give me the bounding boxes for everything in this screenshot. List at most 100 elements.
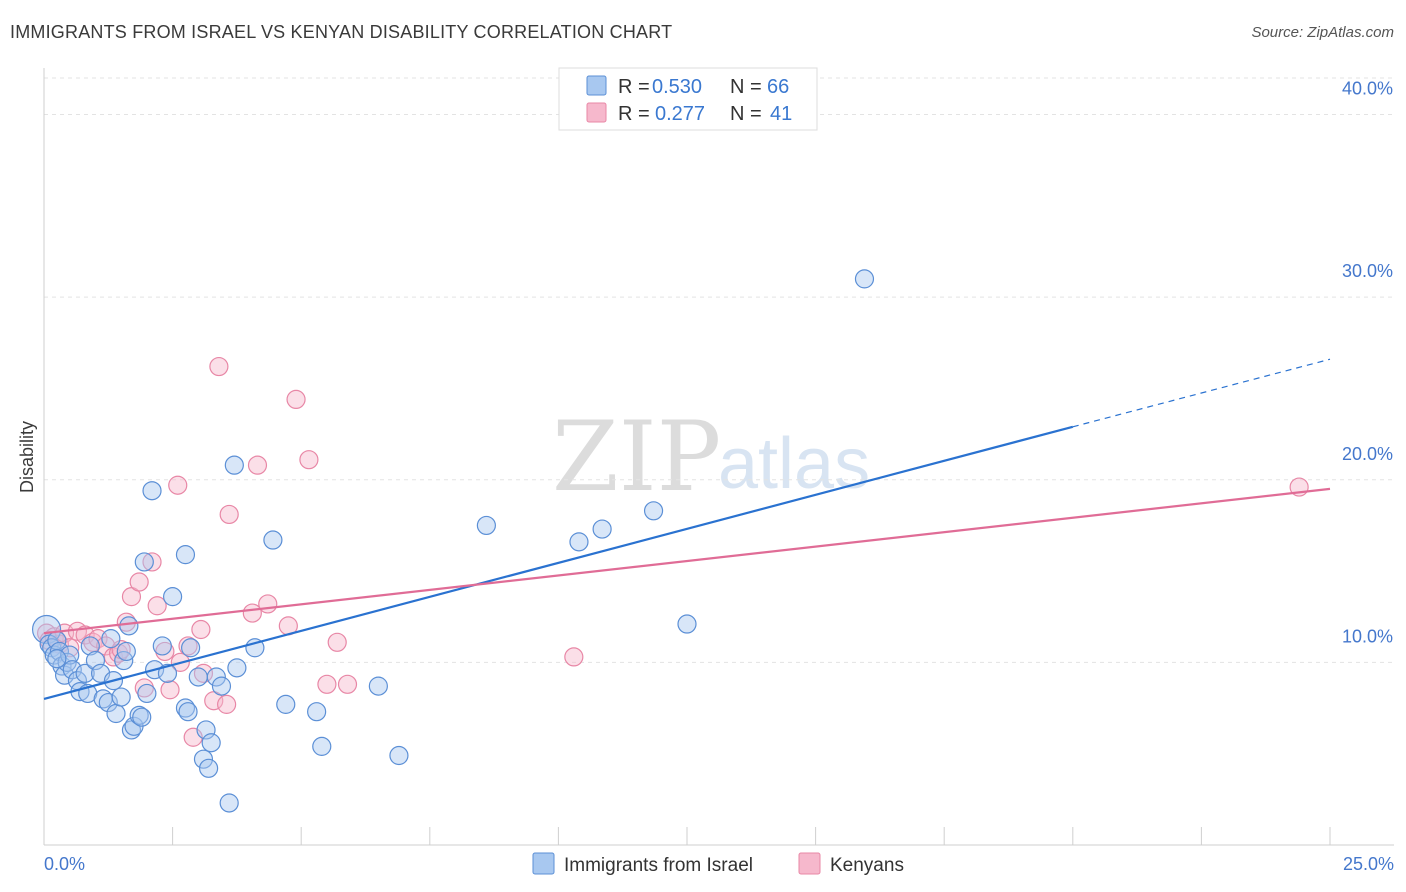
israel-point [116, 641, 136, 662]
israel-point [368, 676, 388, 696]
legend-n-label-israel: N = [730, 76, 762, 98]
israel-point [677, 614, 697, 634]
kenyans-point [147, 596, 167, 616]
israel-point [476, 515, 496, 536]
israel-point [276, 694, 296, 714]
israel-point [188, 667, 208, 687]
israel-point [193, 749, 214, 769]
israel-point [142, 481, 162, 501]
israel-point [569, 532, 589, 552]
israel-point [106, 703, 126, 724]
israel-point [137, 683, 157, 704]
israel-point [163, 587, 183, 607]
israel-point [119, 616, 139, 636]
y-tick-label-20: 20.0% [1342, 444, 1393, 464]
israel-point [175, 545, 196, 565]
legend-r-label-israel: R = [618, 76, 650, 98]
legend-r-value-kenyans: 0.277 [655, 103, 705, 125]
israel-points [31, 269, 875, 813]
trend-lines [43, 358, 1331, 700]
y-axis-label: Disability [17, 421, 37, 493]
kenyans-point [564, 647, 584, 667]
israel-point [643, 501, 664, 521]
kenyans-point [286, 389, 306, 410]
kenyans-point [193, 663, 214, 683]
israel-point [592, 519, 612, 539]
israel-point [49, 641, 70, 662]
bottom-legend-label-kenyans: Kenyans [830, 855, 904, 876]
kenyans-point [317, 674, 337, 694]
legend-n-value-israel: 66 [767, 76, 789, 98]
kenyans-point [129, 572, 149, 592]
israel-point [175, 698, 196, 718]
israel-point [219, 793, 239, 813]
watermark-zip: ZIP [552, 401, 721, 513]
israel-point [199, 758, 219, 778]
israel-point [85, 650, 106, 671]
legend-n-label-kenyans: N = [730, 103, 762, 125]
israel-point [75, 663, 95, 683]
israel-point [111, 687, 131, 707]
bottom-legend-swatch-kenyans [798, 852, 821, 875]
legend-swatch-israel [586, 75, 607, 96]
kenyans-point [191, 619, 211, 640]
kenyans-trend-line [43, 487, 1331, 635]
y-tick-label-40: 40.0% [1342, 79, 1393, 99]
israel-point [854, 269, 875, 289]
israel-point [307, 702, 327, 722]
legend-r-value-israel: 0.530 [652, 76, 702, 98]
legend-r-label-kenyans: R = [618, 103, 650, 125]
series-legend: Immigrants from Israel Kenyans [532, 852, 904, 876]
x-tick-label-max: 25.0% [1343, 854, 1394, 874]
israel-point [134, 552, 154, 572]
israel-point [312, 736, 332, 756]
israel-point [389, 745, 409, 766]
israel-point [263, 530, 283, 550]
chart-title: IMMIGRANTS FROM ISRAEL VS KENYAN DISABIL… [10, 22, 673, 42]
kenyans-point [160, 680, 180, 700]
israel-point [152, 636, 172, 656]
israel-point [224, 455, 244, 475]
kenyans-point [337, 674, 358, 694]
kenyans-point [247, 455, 268, 475]
israel-point [201, 733, 221, 753]
kenyans-point [217, 694, 237, 714]
legend-swatch-kenyans [586, 102, 607, 123]
kenyans-point [327, 632, 347, 652]
israel-point [101, 629, 121, 649]
israel-trend-line-extension [1072, 358, 1331, 428]
israel-trend-line [43, 425, 1074, 700]
x-ticks [43, 827, 1331, 845]
israel-point [181, 638, 201, 658]
y-tick-label-30: 30.0% [1342, 261, 1393, 281]
israel-point [227, 658, 247, 678]
kenyans-point [258, 594, 278, 614]
israel-point [157, 663, 178, 683]
israel-point [132, 707, 152, 727]
y-tick-label-10: 10.0% [1342, 626, 1393, 646]
bottom-legend-label-israel: Immigrants from Israel [564, 855, 753, 876]
source-label: Source: ZipAtlas.com [1251, 24, 1394, 41]
israel-point [211, 676, 232, 696]
kenyans-point [219, 504, 239, 525]
kenyans-point [75, 625, 95, 645]
axes [43, 68, 1394, 846]
israel-point [62, 660, 82, 680]
legend-n-value-kenyans: 41 [770, 103, 792, 125]
israel-point [60, 645, 80, 665]
kenyans-point [83, 632, 103, 652]
kenyans-point [168, 475, 188, 495]
kenyans-point [209, 356, 229, 377]
bottom-legend-swatch-israel [532, 852, 555, 875]
x-tick-label-min: 0.0% [44, 854, 85, 874]
israel-point [196, 720, 216, 740]
stats-legend: R = 0.530 N = 66 R = 0.277 N = 41 [558, 67, 818, 131]
israel-point [80, 636, 100, 656]
kenyans-point [299, 450, 319, 470]
israel-point [47, 649, 67, 669]
israel-point [206, 667, 226, 687]
israel-point [178, 702, 198, 722]
grid [44, 77, 1394, 663]
y-tick-labels: 10.0% 20.0% 30.0% 40.0% [1342, 79, 1393, 647]
